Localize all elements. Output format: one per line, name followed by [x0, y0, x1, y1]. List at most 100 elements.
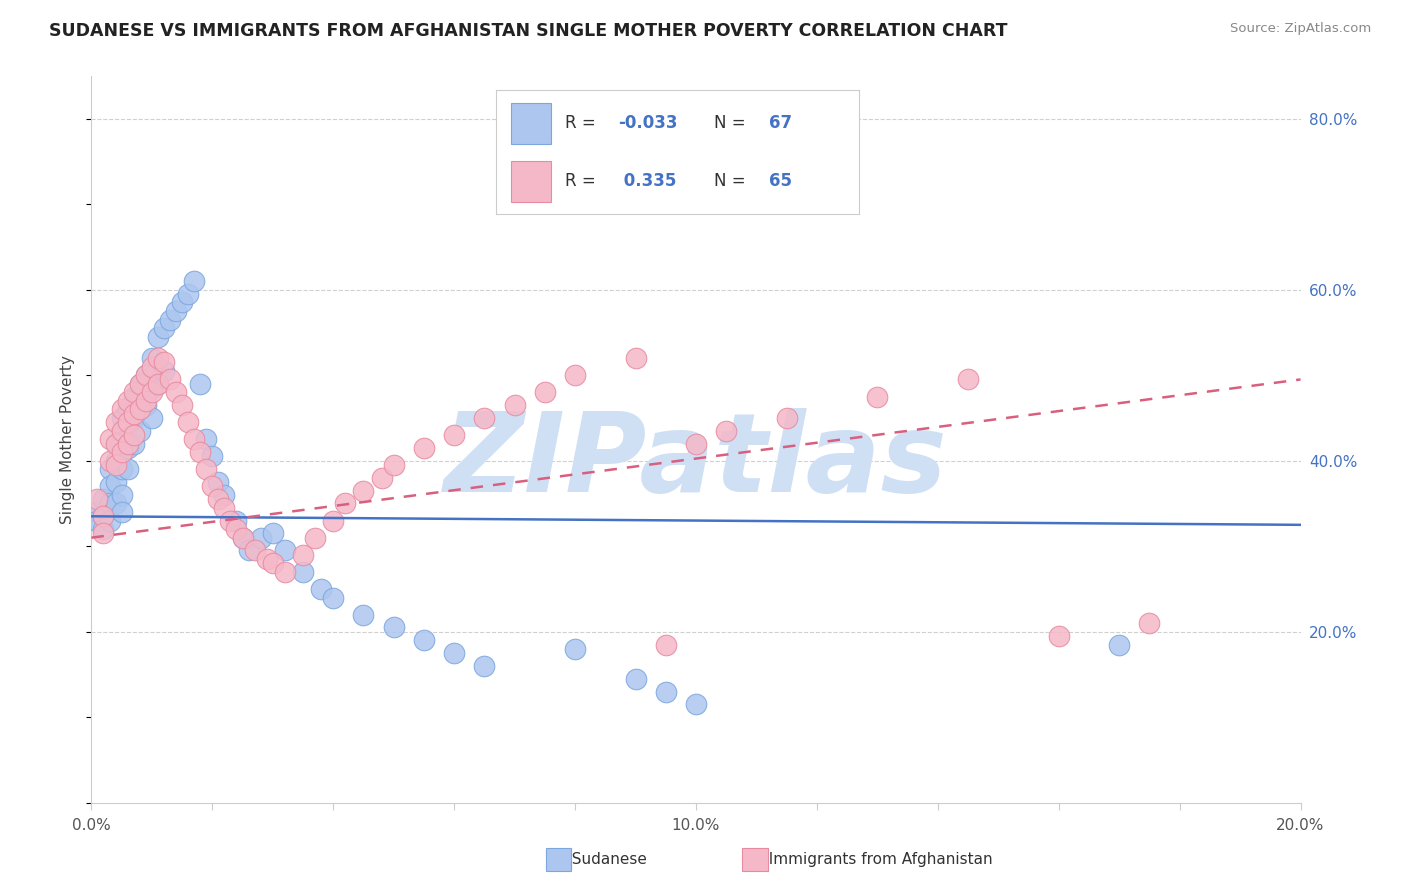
Point: [654, 684, 676, 698]
Point: [122, 436, 145, 450]
Point: [146, 329, 169, 343]
Point: [382, 458, 405, 472]
Point: [111, 402, 132, 417]
Point: [335, 496, 357, 510]
Point: [98, 479, 121, 493]
Point: [117, 419, 139, 434]
Point: [111, 505, 132, 519]
Point: [117, 415, 139, 429]
Point: [624, 672, 647, 686]
Point: [93, 492, 115, 507]
Point: [322, 514, 344, 528]
Point: [111, 424, 132, 438]
Point: [141, 351, 163, 365]
Point: [238, 543, 260, 558]
Point: [165, 385, 187, 400]
Point: [956, 372, 979, 386]
Point: [122, 385, 145, 400]
Point: [104, 436, 127, 450]
Point: [866, 390, 889, 404]
Text: ZIPatlas: ZIPatlas: [444, 408, 948, 515]
Point: [219, 514, 242, 528]
Point: [172, 295, 194, 310]
Point: [117, 462, 139, 476]
Point: [685, 698, 707, 712]
Point: [141, 385, 163, 400]
Point: [111, 445, 132, 459]
Point: [188, 445, 211, 459]
Point: [714, 424, 737, 438]
Point: [231, 531, 253, 545]
Point: [225, 522, 247, 536]
Point: [214, 500, 236, 515]
Point: [128, 376, 150, 391]
Point: [776, 411, 799, 425]
Point: [201, 479, 224, 493]
Point: [183, 274, 205, 288]
Point: [135, 393, 157, 408]
Point: [128, 402, 150, 417]
Point: [214, 488, 236, 502]
Point: [104, 415, 127, 429]
Point: [111, 462, 132, 476]
Y-axis label: Single Mother Poverty: Single Mother Poverty: [60, 355, 76, 524]
Point: [117, 393, 139, 408]
Point: [86, 505, 108, 519]
Point: [304, 531, 326, 545]
Point: [86, 492, 108, 507]
Point: [153, 321, 176, 335]
Point: [111, 424, 132, 438]
Point: [201, 450, 224, 464]
Point: [159, 372, 181, 386]
Point: [165, 304, 187, 318]
Point: [564, 641, 586, 656]
Point: [93, 509, 115, 524]
Point: [685, 436, 707, 450]
Point: [243, 543, 266, 558]
Point: [262, 557, 284, 571]
Point: [195, 462, 218, 476]
Point: [183, 432, 205, 446]
Point: [188, 376, 211, 391]
Point: [128, 376, 150, 391]
Text: Immigrants from Afghanistan: Immigrants from Afghanistan: [759, 852, 993, 867]
Point: [177, 415, 200, 429]
Point: [309, 582, 332, 596]
Point: [93, 509, 115, 524]
Point: [1108, 638, 1130, 652]
Point: [104, 453, 127, 467]
Point: [207, 475, 229, 489]
Point: [135, 398, 157, 412]
Point: [104, 436, 127, 450]
Point: [274, 565, 297, 579]
Point: [117, 402, 139, 417]
Point: [153, 364, 176, 378]
Point: [370, 471, 392, 485]
Text: SUDANESE VS IMMIGRANTS FROM AFGHANISTAN SINGLE MOTHER POVERTY CORRELATION CHART: SUDANESE VS IMMIGRANTS FROM AFGHANISTAN …: [49, 22, 1008, 40]
Point: [382, 620, 405, 634]
Point: [159, 312, 181, 326]
Point: [122, 390, 145, 404]
Point: [141, 359, 163, 374]
Point: [292, 548, 315, 562]
Text: Sudanese: Sudanese: [562, 852, 647, 867]
Point: [262, 526, 284, 541]
Point: [117, 441, 139, 455]
Point: [225, 514, 247, 528]
Point: [98, 453, 121, 467]
Point: [117, 436, 139, 450]
Point: [146, 351, 169, 365]
Point: [231, 531, 253, 545]
Point: [1139, 616, 1161, 631]
Point: [503, 398, 526, 412]
Point: [624, 351, 647, 365]
Point: [274, 543, 297, 558]
Point: [146, 376, 169, 391]
Point: [128, 402, 150, 417]
Point: [292, 565, 315, 579]
Point: [111, 411, 132, 425]
Point: [177, 287, 200, 301]
Point: [98, 514, 121, 528]
Text: Source: ZipAtlas.com: Source: ZipAtlas.com: [1230, 22, 1371, 36]
Point: [195, 432, 218, 446]
